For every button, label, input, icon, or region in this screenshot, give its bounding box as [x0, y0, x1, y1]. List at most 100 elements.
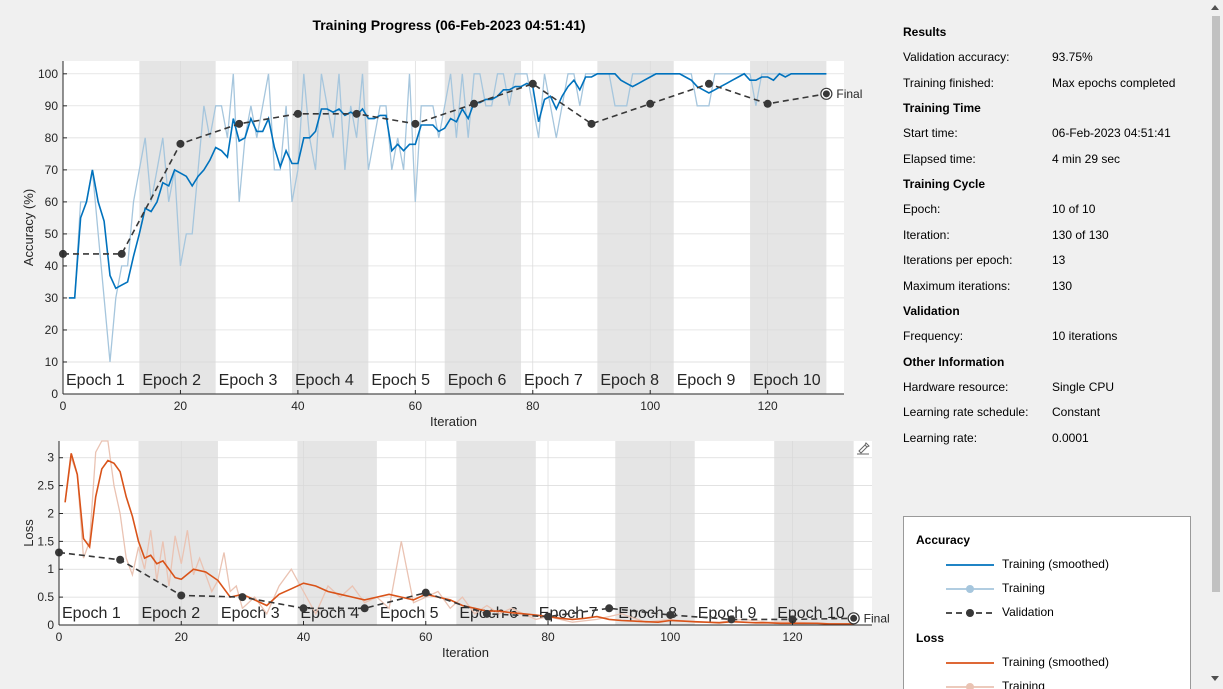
epoch-label: Epoch 5	[371, 372, 430, 389]
loss-plot[interactable]: Epoch 1 Epoch 2 Epoch 3 Epoch 4 Epoch 5 Epoch…	[21, 440, 890, 660]
epoch-label: Epoch 10	[753, 372, 821, 389]
legend-swatch	[946, 609, 994, 617]
panel-row-value: 10 iterations	[1052, 329, 1118, 343]
validation-point	[360, 604, 369, 613]
panel-row: Maximum iterations: 130	[903, 274, 1203, 300]
epoch-band	[615, 441, 695, 625]
epoch-band	[444, 61, 522, 394]
epoch-label: Epoch 4	[295, 372, 354, 389]
y-tick-label: 0.5	[37, 590, 54, 604]
validation-point	[666, 610, 675, 619]
x-tick-label: 40	[291, 399, 305, 413]
panel-row-value: Single CPU	[1052, 379, 1115, 394]
panel-row: Iterations per epoch: 13	[903, 248, 1203, 274]
legend-item-label: Training (smoothed)	[1002, 557, 1109, 571]
panel-section-title: Other Information	[903, 354, 1005, 369]
panel-row: Elapsed time: 4 min 29 sec	[903, 147, 1203, 173]
epoch-label: Epoch 4	[300, 605, 359, 622]
panel-row: Frequency: 10 iterations	[903, 324, 1203, 350]
legend-marker	[966, 683, 974, 689]
panel-row-value: 4 min 29 sec	[1052, 151, 1121, 166]
panel-row: Hardware resource: Single CPU	[903, 375, 1203, 401]
validation-point	[470, 99, 479, 108]
legend-item-label: Training	[1002, 679, 1045, 689]
vertical-scrollbar[interactable]	[1208, 0, 1223, 688]
validation-point	[117, 249, 126, 258]
y-tick-label: 90	[45, 99, 59, 113]
x-tick-label: 40	[297, 630, 311, 644]
x-tick-label: 100	[660, 630, 680, 644]
epoch-band	[774, 441, 854, 625]
y-tick-label: 10	[45, 355, 59, 369]
validation-point	[704, 79, 713, 88]
y-tick-label: 100	[38, 67, 58, 81]
y-tick-label: 2	[47, 506, 54, 520]
scroll-thumb[interactable]	[1212, 16, 1220, 592]
epoch-label: Epoch 1	[66, 372, 125, 389]
final-marker-dot	[822, 90, 830, 98]
panel-row-label: Start time:	[903, 126, 958, 140]
export-plot-icon[interactable]	[857, 442, 870, 455]
validation-point	[116, 555, 125, 564]
panel-row-value: 0.0001	[1052, 430, 1089, 445]
legend-marker	[966, 585, 974, 593]
panel-row-label: Elapsed time:	[903, 151, 976, 166]
panel-row-value: 130	[1052, 278, 1073, 293]
panel-row-value: 93.75%	[1052, 50, 1093, 64]
scroll-down-icon[interactable]	[1211, 676, 1219, 681]
x-axis-label: Iteration	[442, 645, 489, 660]
final-label: Final	[864, 611, 890, 625]
panel-row-label: Iterations per epoch:	[903, 253, 1013, 267]
panel-row: Epoch: 10 of 10	[903, 197, 1203, 223]
epoch-band	[750, 61, 827, 394]
y-tick-label: 20	[45, 323, 59, 337]
series-line	[63, 82, 827, 255]
validation-point	[238, 593, 247, 602]
y-tick-label: 3	[47, 451, 54, 465]
panel-row-value: Max epochs completed	[1052, 75, 1176, 90]
validation-point	[763, 99, 772, 108]
y-tick-label: 1	[47, 562, 54, 576]
validation-point	[176, 139, 185, 148]
panel-row-label: Training finished:	[903, 75, 994, 90]
panel-row: Learning rate schedule: Constant	[903, 400, 1203, 426]
validation-point	[482, 609, 491, 618]
y-tick-label: 1.5	[37, 534, 54, 548]
legend-group-title: Accuracy	[916, 533, 971, 547]
legend-item-label: Training (smoothed)	[1002, 655, 1109, 669]
panel-section-title: Validation	[903, 304, 960, 318]
chart-title: Training Progress (06-Feb-2023 04:51:41)	[312, 17, 585, 33]
panel-row-label: Epoch:	[903, 202, 941, 216]
y-tick-label: 80	[45, 131, 59, 145]
scroll-up-icon[interactable]	[1211, 5, 1219, 10]
accuracy-plot[interactable]: Epoch 1 Epoch 2 Epoch 3 Epoch 4 Epoch 5 Epoch…	[21, 61, 862, 429]
epoch-label: Epoch 3	[219, 372, 278, 389]
panel-row-label: Validation accuracy:	[903, 50, 1010, 64]
epoch-label: Epoch 10	[777, 605, 845, 622]
y-tick-label: 40	[45, 259, 59, 273]
x-tick-label: 120	[758, 399, 778, 413]
epoch-label: Epoch 5	[380, 605, 439, 622]
validation-point	[788, 615, 797, 624]
final-marker-dot	[850, 614, 858, 622]
x-axis-label: Iteration	[430, 414, 477, 429]
epoch-label: Epoch 2	[142, 372, 201, 389]
y-tick-label: 0	[51, 387, 58, 401]
epoch-label: Epoch 8	[600, 372, 659, 389]
panel-section-title: Training Cycle	[903, 177, 986, 191]
series-line	[58, 551, 854, 621]
legend-swatch	[946, 564, 994, 566]
panel-row-value: 130 of 130	[1052, 227, 1109, 242]
panel-row-label: Hardware resource:	[903, 379, 1009, 394]
training-progress-charts: Training Progress (06-Feb-2023 04:51:41)…	[21, 17, 890, 660]
panel-row-value: Constant	[1052, 405, 1101, 419]
epoch-label: Epoch 9	[677, 372, 736, 389]
y-tick-label: 50	[45, 227, 59, 241]
legend-item-label: Training	[1002, 581, 1045, 595]
epoch-label: Epoch 3	[221, 605, 280, 622]
panel-row: Iteration: 130 of 130	[903, 223, 1203, 249]
y-axis-label: Accuracy (%)	[21, 189, 36, 266]
x-tick-label: 60	[409, 399, 423, 413]
y-tick-label: 30	[45, 291, 59, 305]
epoch-band	[597, 61, 674, 394]
